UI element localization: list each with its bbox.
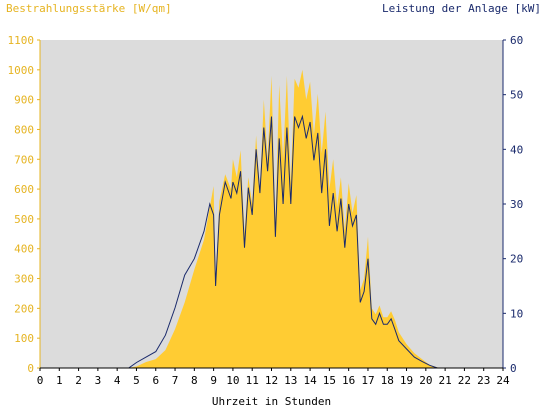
irradiance-area-layer (40, 69, 503, 369)
tick-labels: 0100200300400500600700800900100011000102… (8, 34, 524, 387)
x-tick-label: 4 (114, 374, 121, 387)
right-tick-label: 10 (510, 307, 523, 320)
x-tick-label: 17 (361, 374, 374, 387)
right-tick-label: 30 (510, 198, 523, 211)
left-tick-label: 400 (14, 243, 34, 256)
left-tick-label: 200 (14, 302, 34, 315)
x-tick-label: 6 (152, 374, 159, 387)
x-tick-label: 13 (284, 374, 297, 387)
left-tick-label: 0 (27, 362, 34, 375)
right-tick-label: 50 (510, 89, 523, 102)
x-tick-label: 7 (172, 374, 179, 387)
irradiance-series-area (40, 69, 503, 369)
left-tick-label: 100 (14, 332, 34, 345)
left-tick-label: 300 (14, 273, 34, 286)
left-tick-label: 1000 (8, 64, 35, 77)
x-tick-label: 11 (246, 374, 259, 387)
x-tick-label: 18 (381, 374, 394, 387)
x-tick-label: 22 (458, 374, 471, 387)
right-tick-label: 60 (510, 34, 523, 47)
right-tick-label: 20 (510, 253, 523, 266)
x-axis-title: Uhrzeit in Stunden (212, 395, 331, 408)
x-tick-label: 24 (496, 374, 510, 387)
x-tick-label: 15 (323, 374, 336, 387)
x-tick-label: 20 (419, 374, 432, 387)
x-tick-label: 23 (477, 374, 490, 387)
x-tick-label: 10 (226, 374, 239, 387)
left-tick-label: 800 (14, 123, 34, 136)
left-tick-label: 1100 (8, 34, 35, 47)
left-tick-label: 600 (14, 183, 34, 196)
x-tick-label: 8 (191, 374, 198, 387)
x-tick-label: 21 (439, 374, 452, 387)
right-tick-label: 40 (510, 143, 523, 156)
x-tick-label: 3 (95, 374, 102, 387)
x-tick-label: 16 (342, 374, 355, 387)
right-axis-title: Leistung der Anlage [kW] (382, 2, 541, 15)
left-axis-title: Bestrahlungsstärke [W/qm] (6, 2, 172, 15)
x-tick-label: 5 (133, 374, 140, 387)
x-tick-label: 0 (37, 374, 44, 387)
power-series-line (40, 114, 503, 369)
right-tick-label: 0 (510, 362, 517, 375)
x-tick-label: 14 (303, 374, 317, 387)
x-tick-label: 9 (210, 374, 217, 387)
x-tick-label: 1 (56, 374, 63, 387)
power-line-layer (40, 114, 503, 369)
x-tick-label: 19 (400, 374, 413, 387)
x-tick-label: 2 (75, 374, 82, 387)
left-tick-label: 900 (14, 94, 34, 107)
left-tick-label: 500 (14, 213, 34, 226)
left-tick-label: 700 (14, 153, 34, 166)
x-tick-label: 12 (265, 374, 278, 387)
